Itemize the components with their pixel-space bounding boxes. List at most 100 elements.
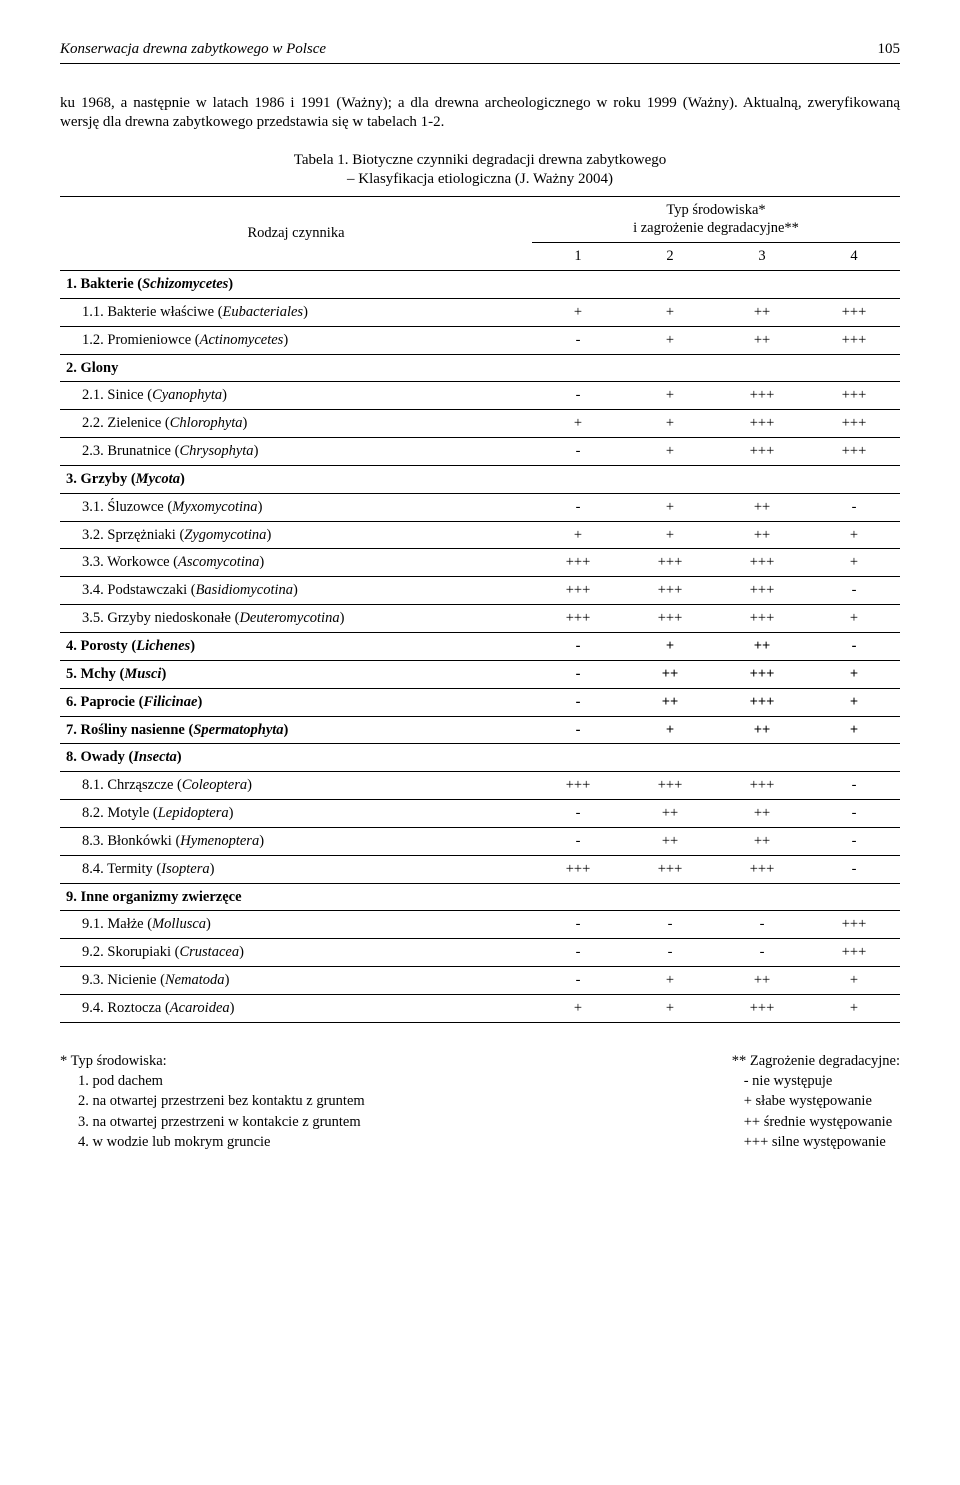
table-row: 7. Rośliny nasienne (Spermatophyta)-++++ bbox=[60, 716, 900, 744]
legend-right: ** Zagrożenie degradacyjne: - nie występ… bbox=[732, 1051, 900, 1152]
row-label: 9.4. Roztocza (Acaroidea) bbox=[60, 994, 532, 1022]
cell-value: +++ bbox=[716, 410, 808, 438]
cell-value: - bbox=[532, 827, 624, 855]
row-label: 9. Inne organizmy zwierzęce bbox=[60, 883, 532, 911]
row-label: 2.3. Brunatnice (Chrysophyta) bbox=[60, 438, 532, 466]
cell-value: - bbox=[716, 939, 808, 967]
cell-value: - bbox=[532, 716, 624, 744]
legend-right-item: ++ średnie występowanie bbox=[732, 1112, 900, 1132]
legend-left-title: * Typ środowiska: bbox=[60, 1051, 365, 1071]
cell-value: + bbox=[624, 716, 716, 744]
cell-value: +++ bbox=[716, 577, 808, 605]
cell-value: +++ bbox=[716, 772, 808, 800]
legend-left: * Typ środowiska: 1. pod dachem 2. na ot… bbox=[60, 1051, 365, 1152]
table-row: 4. Porosty (Lichenes)-+++- bbox=[60, 633, 900, 661]
legend: * Typ środowiska: 1. pod dachem 2. na ot… bbox=[60, 1051, 900, 1152]
table-row: 9.3. Nicienie (Nematoda)-++++ bbox=[60, 967, 900, 995]
cell-value: + bbox=[808, 605, 900, 633]
cell-value bbox=[532, 354, 624, 382]
row-label: 1.1. Bakterie właściwe (Eubacteriales) bbox=[60, 298, 532, 326]
cell-value: +++ bbox=[716, 382, 808, 410]
row-label: 3.5. Grzyby niedoskonałe (Deuteromycotin… bbox=[60, 605, 532, 633]
degradation-table: Rodzaj czynnika Typ środowiska* i zagroż… bbox=[60, 196, 900, 1023]
cell-value: +++ bbox=[716, 994, 808, 1022]
cell-value: - bbox=[532, 493, 624, 521]
table-row: 1. Bakterie (Schizomycetes) bbox=[60, 271, 900, 299]
table-row: 2.1. Sinice (Cyanophyta)-+++++++ bbox=[60, 382, 900, 410]
cell-value: +++ bbox=[624, 772, 716, 800]
cell-value: ++ bbox=[716, 493, 808, 521]
cell-value bbox=[532, 883, 624, 911]
cell-value: +++ bbox=[532, 605, 624, 633]
table-row: 3.1. Śluzowce (Myxomycotina)-+++- bbox=[60, 493, 900, 521]
cell-value bbox=[624, 354, 716, 382]
cell-value: - bbox=[808, 493, 900, 521]
cell-value: - bbox=[716, 911, 808, 939]
cell-value: + bbox=[624, 493, 716, 521]
cell-value: +++ bbox=[624, 605, 716, 633]
legend-left-item: 4. w wodzie lub mokrym gruncie bbox=[60, 1132, 365, 1152]
legend-left-item: 1. pod dachem bbox=[60, 1071, 365, 1091]
cell-value bbox=[532, 465, 624, 493]
row-label: 8.2. Motyle (Lepidoptera) bbox=[60, 800, 532, 828]
cell-value: ++ bbox=[716, 326, 808, 354]
legend-left-item: 3. na otwartej przestrzeni w kontakcie z… bbox=[60, 1112, 365, 1132]
cell-value: +++ bbox=[532, 577, 624, 605]
table-caption: Tabela 1. Biotyczne czynniki degradacji … bbox=[60, 151, 900, 190]
cell-value: + bbox=[808, 521, 900, 549]
table-row: 2. Glony bbox=[60, 354, 900, 382]
cell-value: - bbox=[532, 326, 624, 354]
row-label: 4. Porosty (Lichenes) bbox=[60, 633, 532, 661]
legend-left-item: 2. na otwartej przestrzeni bez kontaktu … bbox=[60, 1091, 365, 1111]
cell-value: - bbox=[808, 772, 900, 800]
table-caption-line2: – Klasyfikacja etiologiczna (J. Ważny 20… bbox=[347, 171, 613, 187]
legend-right-item: - nie występuje bbox=[732, 1071, 900, 1091]
running-head: Konserwacja drewna zabytkowego w Polsce … bbox=[60, 40, 900, 64]
cell-value: +++ bbox=[808, 410, 900, 438]
cell-value: +++ bbox=[532, 855, 624, 883]
cell-value: ++ bbox=[624, 660, 716, 688]
table-row: 9.1. Małże (Mollusca)---+++ bbox=[60, 911, 900, 939]
row-label: 3. Grzyby (Mycota) bbox=[60, 465, 532, 493]
cell-value: + bbox=[624, 438, 716, 466]
row-label: 8.3. Błonkówki (Hymenoptera) bbox=[60, 827, 532, 855]
cell-value: + bbox=[624, 382, 716, 410]
cell-value: + bbox=[624, 633, 716, 661]
cell-value bbox=[532, 271, 624, 299]
row-label: 8.1. Chrząszcze (Coleoptera) bbox=[60, 772, 532, 800]
cell-value: - bbox=[808, 855, 900, 883]
table-row: 8. Owady (Insecta) bbox=[60, 744, 900, 772]
cell-value bbox=[624, 744, 716, 772]
cell-value: - bbox=[532, 660, 624, 688]
row-label: 9.3. Nicienie (Nematoda) bbox=[60, 967, 532, 995]
cell-value: + bbox=[624, 326, 716, 354]
table-row: 8.4. Termity (Isoptera)+++++++++- bbox=[60, 855, 900, 883]
cell-value: - bbox=[808, 633, 900, 661]
row-label: 7. Rośliny nasienne (Spermatophyta) bbox=[60, 716, 532, 744]
table-row: 3.3. Workowce (Ascomycotina)++++++++++ bbox=[60, 549, 900, 577]
cell-value: +++ bbox=[716, 855, 808, 883]
cell-value: ++ bbox=[716, 716, 808, 744]
cell-value: + bbox=[532, 521, 624, 549]
table-row: 9. Inne organizmy zwierzęce bbox=[60, 883, 900, 911]
row-label: 1.2. Promieniowce (Actinomycetes) bbox=[60, 326, 532, 354]
cell-value: ++ bbox=[716, 967, 808, 995]
cell-value: +++ bbox=[808, 438, 900, 466]
row-label: 5. Mchy (Musci) bbox=[60, 660, 532, 688]
row-label: 3.4. Podstawczaki (Basidiomycotina) bbox=[60, 577, 532, 605]
cell-value: + bbox=[808, 549, 900, 577]
cell-value: +++ bbox=[716, 438, 808, 466]
cell-value: +++ bbox=[716, 549, 808, 577]
cell-value: ++ bbox=[716, 521, 808, 549]
row-label: 9.2. Skorupiaki (Crustacea) bbox=[60, 939, 532, 967]
cell-value: +++ bbox=[624, 549, 716, 577]
cell-value: +++ bbox=[808, 939, 900, 967]
header-env-l2: i zagrożenie degradacyjne** bbox=[633, 220, 799, 236]
table-row: 9.2. Skorupiaki (Crustacea)---+++ bbox=[60, 939, 900, 967]
cell-value bbox=[624, 271, 716, 299]
table-row: 3.4. Podstawczaki (Basidiomycotina)+++++… bbox=[60, 577, 900, 605]
table-row: 9.4. Roztocza (Acaroidea)++++++ bbox=[60, 994, 900, 1022]
table-row: 6. Paprocie (Filicinae)-++++++ bbox=[60, 688, 900, 716]
cell-value: - bbox=[532, 800, 624, 828]
header-env-l1: Typ środowiska* bbox=[666, 202, 765, 218]
